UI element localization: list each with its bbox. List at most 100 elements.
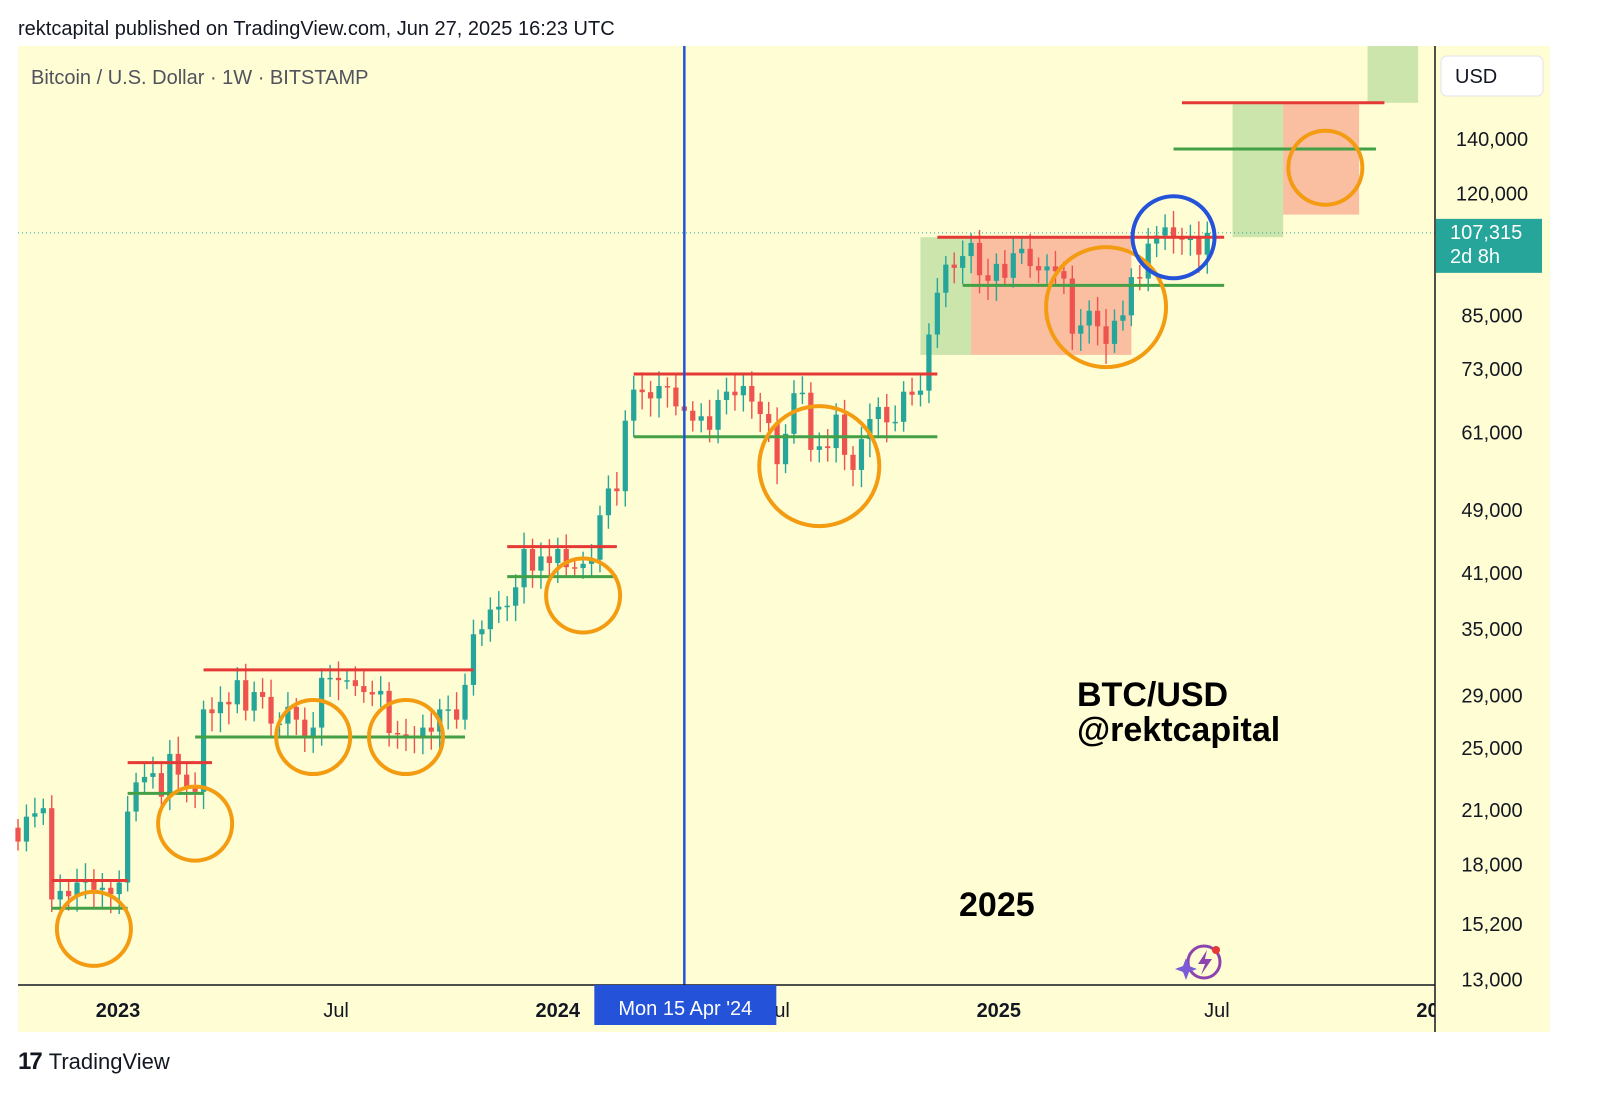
candle-2024-07-01 — [774, 422, 780, 465]
candle-2024-03-18 — [647, 392, 654, 399]
footer-brand[interactable]: TradingView — [48, 1049, 170, 1074]
candle-2023-11-20 — [504, 605, 510, 608]
candle-2023-08-21 — [394, 732, 401, 735]
candle-2023-09-11 — [420, 727, 426, 738]
orange-circle-0 — [54, 889, 133, 968]
candle-2024-03-04 — [631, 389, 637, 421]
candle-2025-03-03 — [1069, 278, 1075, 334]
y-tick-label: 29,000 — [1461, 686, 1522, 708]
candle-2023-11-27 — [513, 587, 519, 606]
candle-2023-11-06 — [487, 609, 493, 630]
candle-2022-11-28 — [74, 882, 80, 897]
tradingview-logo-icon[interactable]: 17 — [18, 1048, 43, 1075]
zone-green-4 — [1367, 46, 1419, 103]
candle-2024-12-23 — [985, 275, 991, 281]
candle-2024-12-30 — [993, 263, 1000, 281]
y-tick-label: 73,000 — [1461, 359, 1522, 381]
candle-2024-06-10 — [749, 386, 755, 402]
candle-2024-01-08 — [563, 549, 569, 568]
y-tick-label: 21,000 — [1461, 800, 1522, 822]
candle-2024-11-11 — [934, 292, 940, 335]
bar-countdown: 2d 8h — [1450, 246, 1500, 268]
candle-2024-10-21 — [909, 391, 915, 395]
candle-2023-08-14 — [386, 690, 392, 733]
candle-2025-04-28 — [1137, 277, 1143, 279]
candle-2023-02-13 — [167, 753, 173, 797]
candle-2024-02-12 — [605, 488, 612, 516]
candle-2025-05-05 — [1145, 243, 1151, 279]
candle-2023-06-05 — [302, 719, 308, 736]
candle-2024-07-22 — [799, 392, 806, 395]
candle-2024-03-11 — [639, 389, 645, 393]
candle-2024-01-29 — [588, 559, 595, 564]
candle-2023-06-12 — [310, 727, 316, 736]
y-tick-label: 41,000 — [1461, 563, 1522, 585]
candle-2025-06-23 — [1204, 232, 1210, 255]
candle-2025-01-06 — [1002, 263, 1008, 278]
candle-2023-01-16 — [133, 782, 139, 812]
candle-2025-06-16 — [1196, 238, 1202, 255]
candle-2024-11-04 — [926, 334, 932, 391]
candle-2024-06-24 — [766, 414, 772, 423]
candle-2023-10-02 — [445, 709, 451, 711]
candle-2025-03-10 — [1078, 325, 1084, 334]
candle-2022-11-14 — [57, 890, 63, 900]
candle-2023-05-22 — [285, 706, 291, 724]
x-tick-label: 2024 — [536, 1000, 581, 1022]
candle-2023-03-13 — [200, 709, 207, 792]
candle-2025-06-02 — [1179, 238, 1185, 240]
orange-circle-8 — [1286, 128, 1365, 207]
orange-circle-4 — [544, 556, 623, 635]
orange-circle-3 — [366, 698, 445, 777]
candle-2022-11-21 — [65, 890, 72, 897]
x-tick-label: Jul — [1204, 1000, 1230, 1022]
candle-2024-11-25 — [951, 264, 957, 268]
x-tick-label: 2025 — [977, 1000, 1022, 1022]
candle-2023-12-18 — [538, 556, 544, 571]
candle-2025-01-27 — [1027, 248, 1033, 267]
candle-2024-09-16 — [867, 419, 873, 440]
candle-2024-02-05 — [597, 515, 603, 560]
candle-2024-05-20 — [723, 391, 730, 401]
candle-2024-10-28 — [917, 390, 924, 395]
candle-2025-04-21 — [1128, 277, 1134, 316]
candle-2023-03-06 — [192, 787, 198, 792]
price-chart[interactable]: 140,000 120,000 85,000 73,000 61,000 49,000 41… — [0, 0, 1600, 1040]
candle-2024-09-23 — [875, 406, 881, 420]
candle-2025-05-26 — [1170, 227, 1177, 239]
y-tick-label: 61,000 — [1461, 423, 1522, 445]
candle-2023-10-23 — [470, 634, 477, 685]
candle-2023-12-25 — [546, 556, 552, 564]
ai-assistant-icon[interactable] — [1175, 944, 1222, 980]
candle-2024-09-02 — [850, 454, 856, 470]
currency-button[interactable] — [1440, 55, 1544, 97]
candle-2023-02-20 — [175, 753, 181, 775]
candle-2023-12-04 — [521, 549, 527, 588]
symbol-title: Bitcoin / U.S. Dollar · 1W · BITSTAMP — [31, 67, 368, 89]
candle-2023-04-17 — [243, 680, 249, 711]
candle-2024-11-18 — [943, 264, 949, 293]
candle-2022-12-26 — [108, 887, 114, 895]
candle-2025-06-09 — [1187, 238, 1194, 241]
blue-circle-7 — [1130, 194, 1217, 281]
candle-2023-07-24 — [361, 686, 367, 693]
orange-circle-6 — [1044, 245, 1169, 370]
candle-2024-05-27 — [732, 391, 738, 396]
x-tick-label: 2026 — [1416, 1000, 1461, 1022]
candle-2025-03-17 — [1086, 310, 1092, 326]
candle-2023-06-26 — [327, 677, 333, 680]
y-tick-label: 85,000 — [1461, 305, 1522, 327]
y-tick-label: 25,000 — [1461, 738, 1522, 760]
candle-2025-02-10 — [1044, 266, 1050, 271]
candle-2025-01-13 — [1010, 253, 1016, 278]
candle-2024-07-29 — [808, 392, 814, 450]
y-tick-label: 120,000 — [1456, 183, 1528, 205]
orange-circle-5 — [757, 404, 882, 529]
candle-2025-03-24 — [1095, 310, 1101, 327]
last-price-value: 107,315 — [1450, 222, 1522, 244]
chart-background — [18, 46, 1550, 1032]
candle-2024-08-26 — [841, 414, 848, 455]
candle-2024-10-07 — [892, 421, 898, 424]
orange-circle-1 — [156, 784, 235, 863]
candle-2024-12-09 — [968, 242, 974, 257]
